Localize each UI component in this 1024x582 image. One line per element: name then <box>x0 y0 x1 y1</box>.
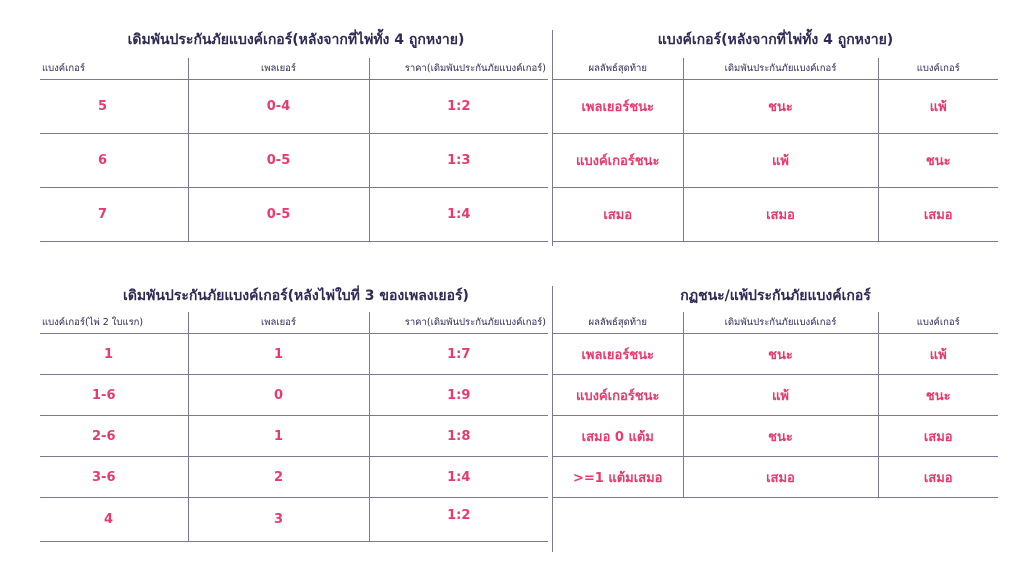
table-cell: 1:3 <box>368 133 548 188</box>
bottom-left-table: แบงค์เกอร์(ไพ่ 2 ใบแรก) เพลเยอร์ ราคา(เด… <box>40 312 548 542</box>
top-left-title: เดิมพันประกันภัยแบงค์เกอร์(หลังจากที่ไพ่… <box>127 32 465 48</box>
table-cell: แพ้ <box>877 333 998 375</box>
column-header: แบงค์เกอร์ <box>877 312 998 334</box>
table-cell: 1:8 <box>368 415 548 457</box>
table-cell: ชนะ <box>682 79 878 134</box>
table-cell: ชนะ <box>682 415 878 457</box>
table-cell: เสมอ <box>877 187 998 242</box>
column-header: แบงค์เกอร์(ไพ่ 2 ใบแรก) <box>40 312 188 334</box>
column-header: ราคา(เดิมพันประกันภัยแบงค์เกอร์) <box>368 58 548 80</box>
table-row: เสมอ 0 แต้ม ชนะ เสมอ <box>553 415 998 457</box>
table-cell: 2-6 <box>40 415 188 457</box>
table-cell: ชนะ <box>682 333 878 375</box>
table-cell: 1:2 <box>368 497 548 542</box>
table-cell: เสมอ <box>682 456 878 498</box>
top-left-section: เดิมพันประกันภัยแบงค์เกอร์(หลังจากที่ไพ่… <box>40 30 552 250</box>
table-cell: 1 <box>187 415 369 457</box>
table-header-row: แบงค์เกอร์ เพลเยอร์ ราคา(เดิมพันประกันภั… <box>40 58 548 80</box>
table-cell: 1:4 <box>368 187 548 242</box>
table-header-row: แบงค์เกอร์(ไพ่ 2 ใบแรก) เพลเยอร์ ราคา(เด… <box>40 312 548 334</box>
column-header: เดิมพันประกันภัยแบงค์เกอร์ <box>682 312 878 334</box>
table-cell: 0 <box>187 374 369 416</box>
table-cell: เสมอ <box>682 187 878 242</box>
top-right-section: แบงค์เกอร์(หลังจากที่ไพ่ทั้ง 4 ถูกหงาย) … <box>553 30 998 250</box>
table-row: 1-6 0 1:9 <box>40 374 548 416</box>
bottom-right-table: ผลลัพธ์สุดท้าย เดิมพันประกันภัยแบงค์เกอร… <box>553 312 998 498</box>
top-right-title: แบงค์เกอร์(หลังจากที่ไพ่ทั้ง 4 ถูกหงาย) <box>657 32 894 48</box>
column-header: เพลเยอร์ <box>187 312 369 334</box>
table-cell: ชนะ <box>877 374 998 416</box>
table-header-row: ผลลัพธ์สุดท้าย เดิมพันประกันภัยแบงค์เกอร… <box>553 58 998 80</box>
table-row: เพลเยอร์ชนะ ชนะ แพ้ <box>553 79 998 134</box>
table-cell: >=1 แต้มเสมอ <box>553 456 683 498</box>
table-cell: เสมอ <box>553 187 683 242</box>
table-row: 6 0-5 1:3 <box>40 133 548 188</box>
table-row: 4 3 1:2 <box>40 497 548 542</box>
table-cell: 0-4 <box>187 79 369 134</box>
column-header: ผลลัพธ์สุดท้าย <box>553 312 683 334</box>
top-left-table: แบงค์เกอร์ เพลเยอร์ ราคา(เดิมพันประกันภั… <box>40 58 548 242</box>
bottom-right-title: กฏชนะ/แพ้ประกันภัยแบงค์เกอร์ <box>680 288 871 304</box>
table-row: เพลเยอร์ชนะ ชนะ แพ้ <box>553 333 998 375</box>
column-header: ราคา(เดิมพันประกันภัยแบงค์เกอร์) <box>368 312 548 334</box>
table-row: 3-6 2 1:4 <box>40 456 548 498</box>
table-header-row: ผลลัพธ์สุดท้าย เดิมพันประกันภัยแบงค์เกอร… <box>553 312 998 334</box>
table-cell: 3 <box>187 497 369 542</box>
table-cell: 1:7 <box>368 333 548 375</box>
table-cell: แบงค์เกอร์ชนะ <box>553 374 683 416</box>
table-cell: แบงค์เกอร์ชนะ <box>553 133 683 188</box>
table-cell: 3-6 <box>40 456 188 498</box>
table-cell: 1-6 <box>40 374 188 416</box>
table-row: แบงค์เกอร์ชนะ แพ้ ชนะ <box>553 133 998 188</box>
table-cell: ชนะ <box>877 133 998 188</box>
table-cell: แพ้ <box>682 374 878 416</box>
column-header: เพลเยอร์ <box>187 58 369 80</box>
table-cell: แพ้ <box>877 79 998 134</box>
table-cell: 1:4 <box>368 456 548 498</box>
column-header: เดิมพันประกันภัยแบงค์เกอร์ <box>682 58 878 80</box>
table-cell: เสมอ <box>877 456 998 498</box>
column-header: แบงค์เกอร์ <box>40 58 188 80</box>
bottom-right-section: กฏชนะ/แพ้ประกันภัยแบงค์เกอร์ ผลลัพธ์สุดท… <box>553 286 998 556</box>
table-cell: 0-5 <box>187 133 369 188</box>
table-cell: 1 <box>40 333 188 375</box>
table-cell: 1 <box>187 333 369 375</box>
table-cell: 1:2 <box>368 79 548 134</box>
table-cell: 4 <box>40 497 188 542</box>
table-cell: 7 <box>40 187 188 242</box>
bottom-left-section: เดิมพันประกันภัยแบงค์เกอร์(หลังไพ่ใบที่ … <box>40 286 552 556</box>
table-cell: 5 <box>40 79 188 134</box>
table-cell: 2 <box>187 456 369 498</box>
table-cell: เพลเยอร์ชนะ <box>553 333 683 375</box>
table-cell: เพลเยอร์ชนะ <box>553 79 683 134</box>
table-row: 2-6 1 1:8 <box>40 415 548 457</box>
table-cell: เสมอ <box>877 415 998 457</box>
table-cell: 0-5 <box>187 187 369 242</box>
column-header: ผลลัพธ์สุดท้าย <box>553 58 683 80</box>
table-row: เสมอ เสมอ เสมอ <box>553 187 998 242</box>
table-row: >=1 แต้มเสมอ เสมอ เสมอ <box>553 456 998 498</box>
center-divider-top <box>552 30 553 246</box>
table-cell: 1:9 <box>368 374 548 416</box>
table-row: แบงค์เกอร์ชนะ แพ้ ชนะ <box>553 374 998 416</box>
column-header: แบงค์เกอร์ <box>877 58 998 80</box>
top-right-table: ผลลัพธ์สุดท้าย เดิมพันประกันภัยแบงค์เกอร… <box>553 58 998 242</box>
table-row: 5 0-4 1:2 <box>40 79 548 134</box>
table-cell: เสมอ 0 แต้ม <box>553 415 683 457</box>
table-cell: แพ้ <box>682 133 878 188</box>
table-row: 7 0-5 1:4 <box>40 187 548 242</box>
center-divider-bottom <box>552 286 553 552</box>
table-cell: 6 <box>40 133 188 188</box>
table-row: 1 1 1:7 <box>40 333 548 375</box>
bottom-left-title: เดิมพันประกันภัยแบงค์เกอร์(หลังไพ่ใบที่ … <box>123 288 469 304</box>
